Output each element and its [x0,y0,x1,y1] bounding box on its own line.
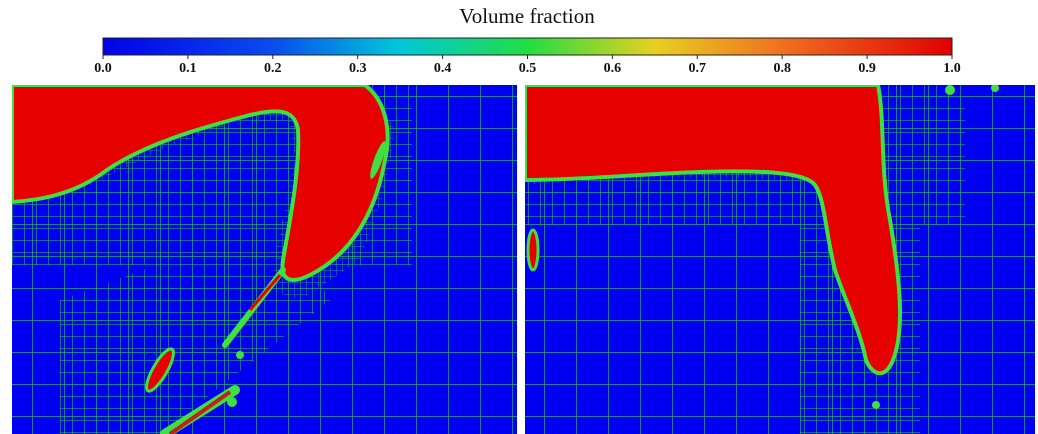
colorbar [103,38,952,55]
tick-label: 0.4 [434,61,452,76]
tick-label: 0.8 [773,61,791,76]
tick-label: 0.0 [94,61,112,76]
colorbar-ticks: 0.0 0.1 0.2 0.3 0.4 0.5 0.6 0.7 0.8 0.9 1.0 [94,55,961,76]
tick-label: 0.5 [519,61,537,76]
tick-label: 1.0 [943,61,961,76]
figure: Volume fraction 0.0 0.1 0.2 0.3 0.4 0.5 0.6 0.7… [0,0,1038,434]
tick-label: 0.3 [349,61,367,76]
right-panel [525,84,1035,434]
colorbar-title: Volume fraction [459,4,595,28]
tick-label: 0.2 [264,61,282,76]
tick-label: 0.6 [604,61,622,76]
left-panel [12,85,517,434]
tick-label: 0.1 [179,61,197,76]
tick-label: 0.7 [689,61,707,76]
tick-label: 0.9 [858,61,876,76]
